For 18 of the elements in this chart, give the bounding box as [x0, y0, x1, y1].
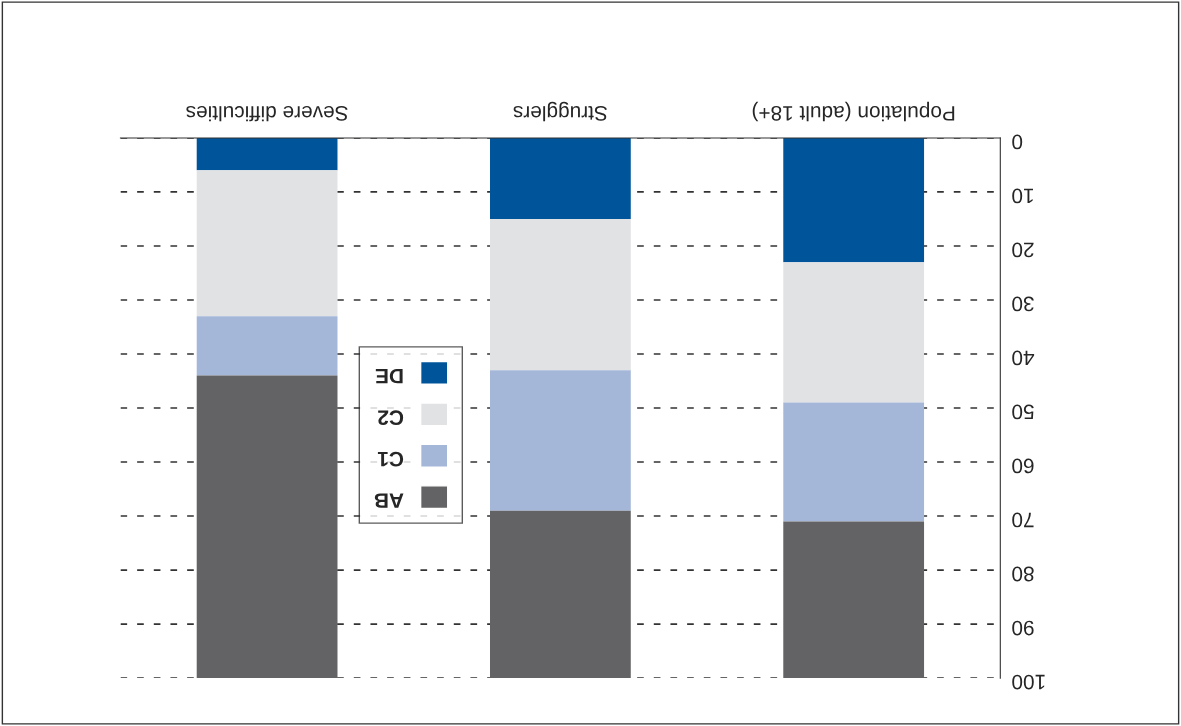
- y-tick-label: 40: [1012, 350, 1035, 366]
- legend-label: AB: [374, 493, 404, 508]
- y-tick-label: 30: [1012, 296, 1034, 312]
- legend-label: C1: [377, 451, 404, 467]
- legend-label: C2: [378, 410, 404, 426]
- y-tick-label: 70: [1012, 512, 1034, 528]
- y-tick-label: 20: [1012, 242, 1034, 258]
- y-tick-label: 60: [1012, 458, 1034, 474]
- x-tick-label: Severe difficulties: [186, 105, 348, 122]
- y-tick-label: 90: [1012, 620, 1034, 636]
- x-tick-label: Population (adult 18+): [752, 101, 955, 122]
- x-tick-label: Strugglers: [513, 101, 607, 122]
- y-tick-label: 100: [1012, 674, 1045, 690]
- y-tick-label: 0: [1012, 134, 1023, 150]
- y-tick-label: 50: [1012, 404, 1034, 420]
- legend-label: DE: [375, 369, 403, 384]
- y-tick-label: 10: [1012, 188, 1033, 204]
- y-tick-label: 80: [1012, 566, 1034, 582]
